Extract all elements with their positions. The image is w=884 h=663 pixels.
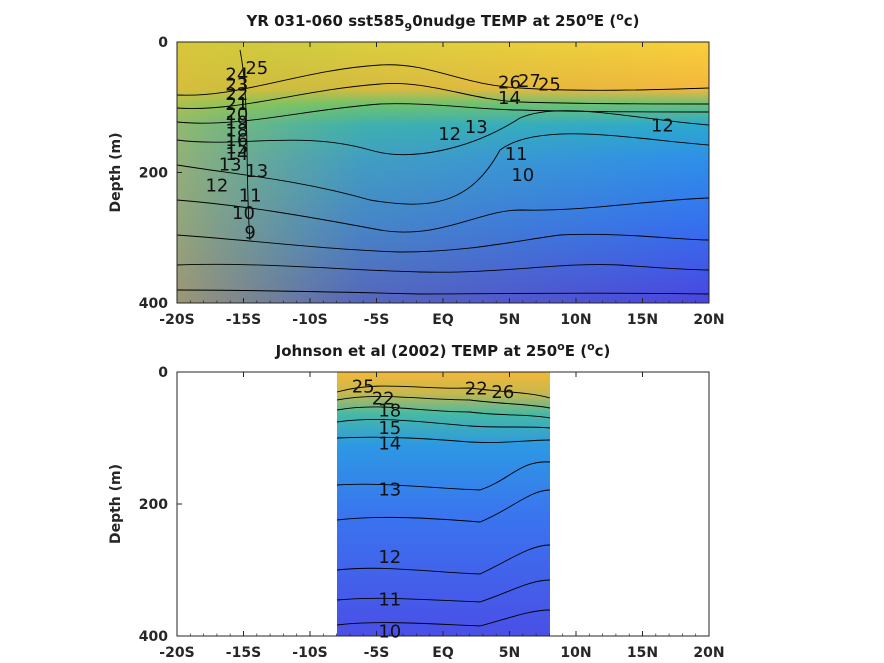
contour-label: 18 [225, 121, 248, 142]
chart-title: Johnson et al (2002) TEMP at 250oE (oc) [275, 340, 611, 360]
x-tick-label: 5N [499, 312, 520, 328]
contour-label: 11 [378, 590, 401, 611]
contour-label: 23 [225, 74, 248, 95]
x-tick-label: 5N [499, 645, 520, 661]
contour-label: 26 [498, 72, 521, 93]
chart-title: YR 031-060 sst58590nudge TEMP at 250oE (… [245, 10, 639, 34]
x-tick-label: -5S [364, 645, 390, 661]
x-tick-label: 10N [560, 312, 591, 328]
contour-label: 11 [505, 144, 528, 165]
contour-label: 22 [225, 84, 248, 105]
contour-label: 22 [465, 379, 488, 400]
contour-label: 20 [225, 104, 248, 125]
contour-label: 12 [651, 116, 674, 137]
x-tick-label: 10N [560, 645, 591, 661]
contour-label: 13 [465, 117, 488, 138]
contour-label: 24 [225, 65, 248, 86]
contour-label: 15 [225, 138, 248, 159]
x-tick-label: 20N [693, 645, 724, 661]
y-tick-label: 0 [158, 365, 168, 381]
contour-label: 12 [378, 547, 401, 568]
contour-label: 15 [378, 418, 401, 439]
y-tick-label: 400 [139, 629, 168, 645]
contour-label: 12 [205, 176, 228, 197]
x-tick-label: 15N [627, 645, 658, 661]
contour-label: 25 [538, 74, 561, 95]
panel-1-annotations: -20S -15S -10S -5S EQ 5N 10N 15N 20N 0 200 400 Depth… [108, 10, 725, 328]
contour-label: 14 [225, 144, 248, 165]
y-tick-label: 200 [139, 497, 168, 513]
x-tick-label: EQ [432, 645, 454, 661]
contour-label: 19 [225, 112, 248, 133]
contour-label: 11 [239, 185, 262, 206]
contour-label: 14 [378, 433, 401, 454]
model-panel [176, 42, 710, 303]
contour-label: 13 [378, 479, 401, 500]
y-tick-label: 200 [139, 166, 168, 182]
contour-label: 22 [372, 388, 395, 409]
x-tick-label: -15S [226, 312, 261, 328]
x-tick-label: -20S [159, 645, 194, 661]
x-tick-label: -15S [226, 645, 261, 661]
contour-label: 18 [378, 400, 401, 421]
contour-label: 16 [225, 130, 248, 151]
contour-label: 13 [245, 161, 268, 182]
contour-label: 10 [378, 621, 401, 642]
observation-panel [177, 372, 709, 636]
x-tick-label: 20N [693, 312, 724, 328]
x-tick-label: -20S [159, 312, 194, 328]
contour-label: 21 [225, 94, 248, 115]
contour-label: 10 [511, 165, 534, 186]
x-tick-label: 15N [627, 312, 658, 328]
y-tick-label: 400 [139, 296, 168, 312]
contour-label: 9 [244, 223, 255, 244]
contour-label: 13 [219, 155, 242, 176]
contour-label: 12 [438, 124, 461, 145]
y-tick-label: 0 [158, 35, 168, 51]
y-axis-label: Depth (m) [108, 464, 124, 544]
x-tick-label: EQ [432, 312, 454, 328]
x-tick-label: -10S [292, 645, 327, 661]
contour-label: 25 [352, 377, 375, 398]
contour-label: 10 [232, 203, 255, 224]
contour-label: 14 [498, 88, 521, 109]
contour-label: 27 [518, 71, 541, 92]
contour-label: 26 [491, 382, 514, 403]
x-tick-label: -10S [292, 312, 327, 328]
contour-label: 25 [245, 58, 268, 79]
y-axis-label: Depth (m) [108, 132, 124, 212]
x-tick-label: -5S [364, 312, 390, 328]
panel-2-annotations: -20S -15S -10S -5S EQ 5N 10N 15N 20N 0 200 400 Depth… [108, 340, 725, 661]
